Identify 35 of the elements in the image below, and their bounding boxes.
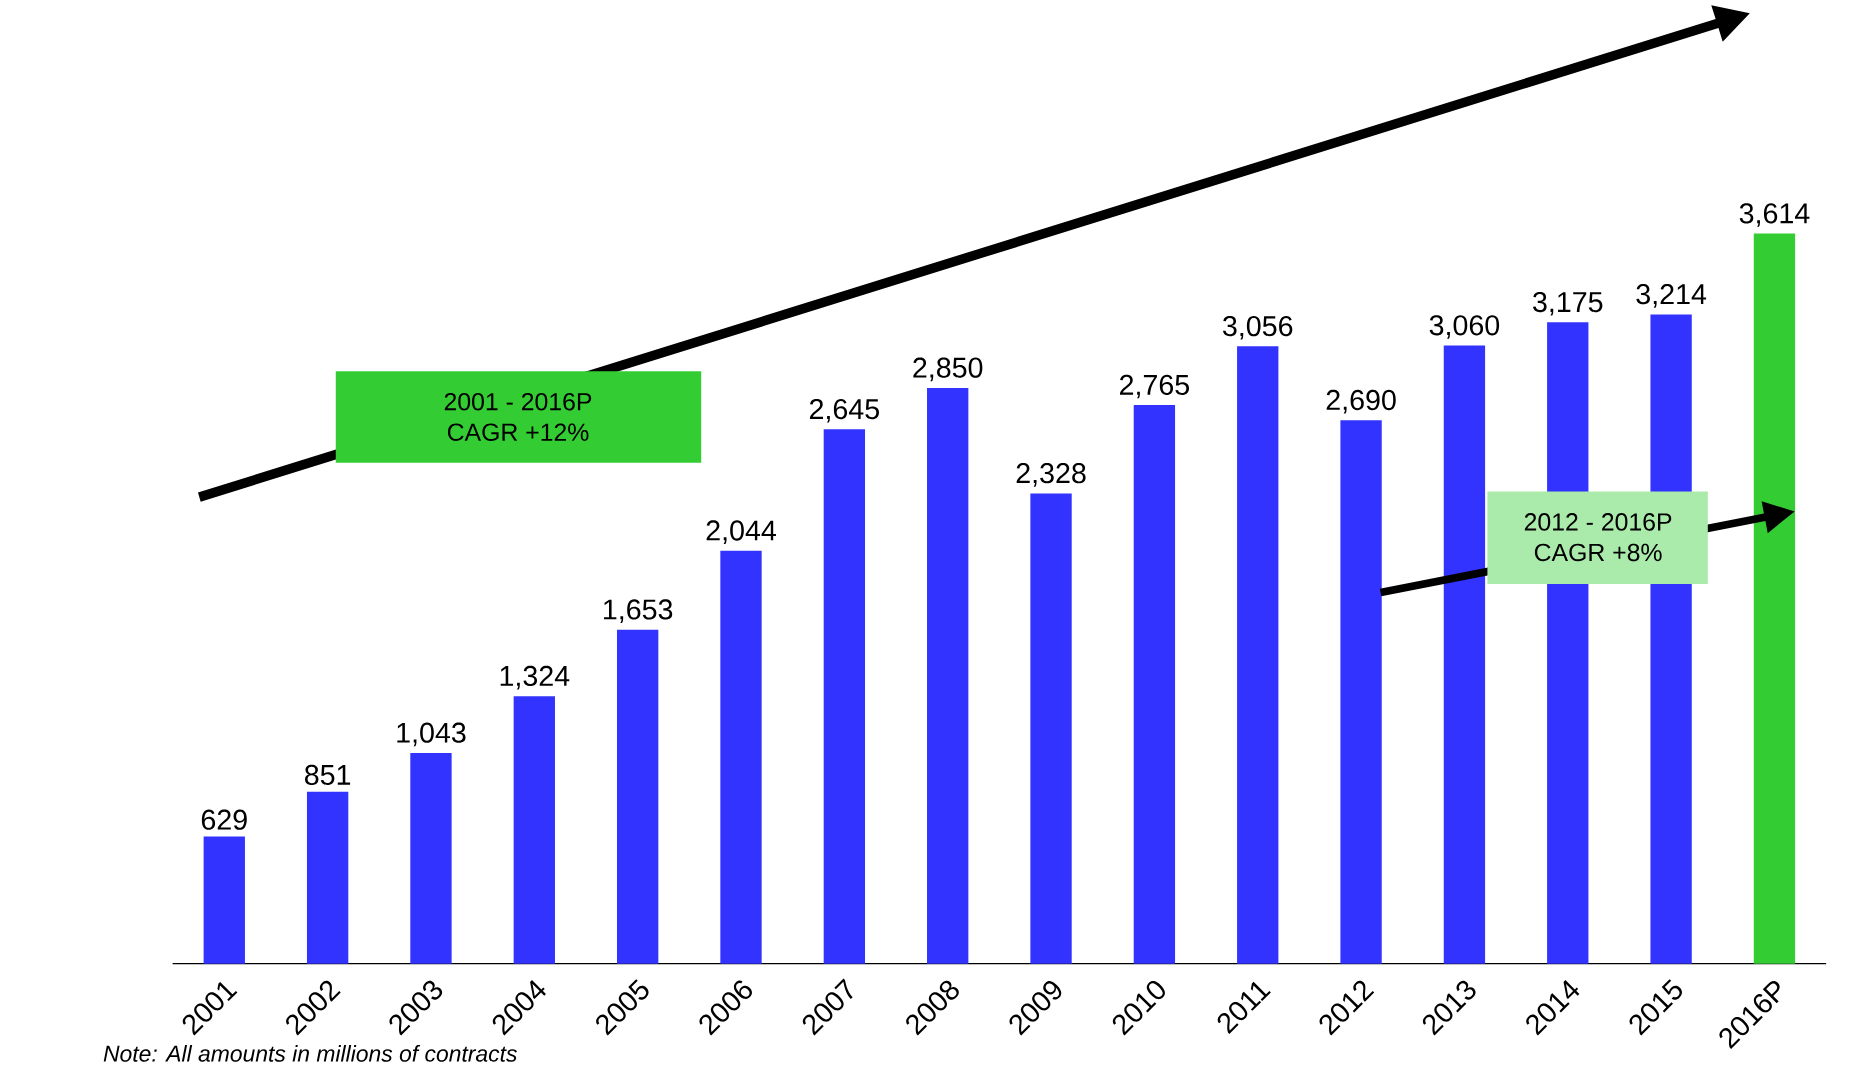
data-label: 2,850: [913, 357, 983, 382]
bar: [1443, 345, 1486, 964]
data-label: 2,645: [809, 398, 879, 423]
data-label: 1,653: [604, 599, 673, 623]
bar: [410, 752, 452, 964]
data-label: 3,614: [1739, 203, 1810, 227]
bar: [1030, 493, 1072, 964]
data-label: 3,214: [1636, 283, 1707, 308]
bar: [720, 550, 762, 964]
annotation: CAGR +8%: [1534, 543, 1662, 562]
data-label: 1,043: [397, 722, 466, 747]
data-label: 1,324: [500, 665, 570, 690]
text: Note: All amounts in millions of contracts: [103, 1044, 517, 1062]
data-label: 629: [201, 809, 247, 830]
data-label: 2,765: [1120, 374, 1189, 399]
bar: [616, 629, 659, 964]
data-label: 3,175: [1533, 291, 1603, 316]
bar: [306, 791, 349, 964]
bar: [1340, 420, 1382, 964]
annotation: CAGR +12%: [447, 423, 589, 441]
bar: [513, 696, 555, 964]
bar: [1237, 346, 1279, 964]
bar: [1753, 233, 1796, 964]
data-label: 3,060: [1429, 315, 1500, 339]
data-label: 851: [305, 764, 351, 785]
data-label: 3,056: [1222, 315, 1293, 340]
data-label: 2,328: [1016, 462, 1086, 487]
bar: [1133, 405, 1176, 964]
bar: [823, 429, 866, 964]
annotation: 2001 - 2016P: [444, 392, 592, 411]
annotation: 2012 - 2016P: [1524, 513, 1672, 531]
data-label: 2,690: [1326, 389, 1396, 414]
bar: [203, 836, 245, 964]
data-label: 2,044: [706, 520, 776, 544]
bar: [927, 387, 969, 964]
